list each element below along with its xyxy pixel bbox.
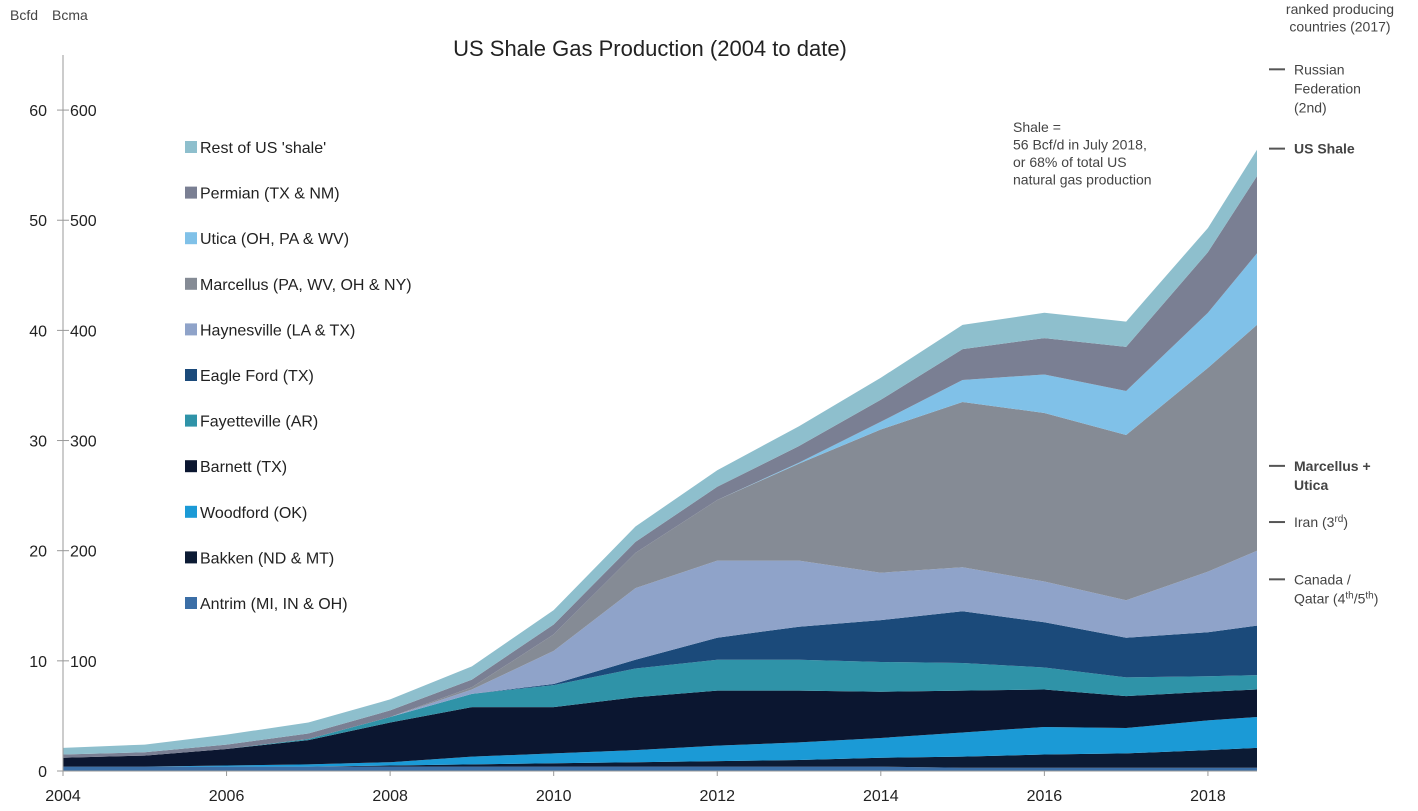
legend-label: Eagle Ford (TX) (200, 368, 314, 385)
marker-text: Federation (1294, 80, 1361, 96)
area (63, 324, 1257, 758)
marker-text: /5 (1354, 590, 1366, 606)
y-tick-label: 10 (29, 654, 47, 671)
y-tick-label: 50 (29, 213, 47, 230)
legend-label: Woodford (OK) (200, 505, 307, 522)
legend-label: Fayetteville (AR) (200, 414, 318, 431)
legend-label: Utica (OH, PA & WV) (200, 231, 349, 248)
marker-sup: th (1345, 590, 1353, 601)
marker-text: ) (1343, 514, 1348, 530)
marker-text: (2nd) (1294, 99, 1327, 115)
x-tick-label: 2010 (536, 788, 572, 805)
legend-label: Marcellus (PA, WV, OH & NY) (200, 277, 412, 294)
annotation: natural gas production (1013, 172, 1152, 188)
marker-text: Canada / (1294, 571, 1351, 587)
area (63, 747, 1257, 768)
area (63, 717, 1257, 767)
marker-text: ) (1374, 590, 1379, 606)
y-tick-label: 30 (29, 434, 47, 451)
y2-tick-label: 600 (70, 103, 97, 120)
y2-tick-label: 400 (70, 323, 97, 340)
legend-swatch (185, 460, 197, 473)
y2-tick-label: 100 (70, 654, 97, 671)
chart-title: US Shale Gas Production (2004 to date) (453, 36, 847, 61)
legend-label: Bakken (ND & MT) (200, 550, 334, 567)
legend-swatch (185, 414, 197, 427)
annotation: or 68% of total US (1013, 154, 1127, 170)
marker-label: Iran (3rd) (1294, 514, 1348, 531)
markers-title: ranked producing (1286, 1, 1394, 17)
x-tick-label: 2012 (699, 788, 735, 805)
legend-label: Antrim (MI, IN & OH) (200, 596, 348, 613)
annotation: 56 Bcf/d in July 2018, (1013, 137, 1147, 153)
annotation: Shale = (1013, 119, 1061, 135)
marker-text: Russian (1294, 61, 1345, 77)
legend-swatch (185, 232, 197, 245)
legend-label: Rest of US 'shale' (200, 140, 326, 157)
marker-sup: th (1365, 590, 1373, 601)
marker-text: Marcellus + (1294, 458, 1371, 474)
x-tick-label: 2016 (1027, 788, 1063, 805)
legend-label: Barnett (TX) (200, 459, 287, 476)
legend-swatch (185, 505, 197, 518)
legend-swatch (185, 597, 197, 609)
legend-swatch (185, 186, 197, 199)
y-tick-label: 40 (29, 323, 47, 340)
legend-label: Haynesville (LA & TX) (200, 322, 355, 339)
marker-label: (2nd) (1294, 99, 1327, 115)
y-tick-label: 20 (29, 544, 47, 561)
marker-label: Qatar (4th/5th) (1294, 590, 1378, 607)
area (63, 689, 1257, 767)
y2-tick-label: 300 (70, 434, 97, 451)
marker-label: Canada / (1294, 571, 1351, 587)
marker-text: Iran (3 (1294, 514, 1335, 530)
y-axis-label: Bcfd (10, 7, 38, 23)
marker-label: Marcellus + (1294, 458, 1371, 474)
area (63, 659, 1257, 758)
x-tick-label: 2008 (372, 788, 408, 805)
marker-text: Qatar (4 (1294, 590, 1346, 606)
marker-label: Russian (1294, 61, 1345, 77)
y2-tick-label: 200 (70, 544, 97, 561)
legend-swatch (185, 277, 197, 290)
marker-label: US Shale (1294, 141, 1355, 157)
marker-sup: rd (1334, 514, 1343, 525)
legend-swatch (185, 141, 197, 153)
area (63, 550, 1257, 758)
y2-tick-label: 500 (70, 213, 97, 230)
legend-swatch (185, 551, 197, 564)
marker-label: Federation (1294, 80, 1361, 96)
marker-label: Utica (1294, 477, 1328, 493)
marker-text: US Shale (1294, 141, 1355, 157)
area (63, 611, 1257, 758)
y-tick-label: 0 (38, 764, 47, 781)
area (63, 766, 1257, 771)
y-tick-label: 60 (29, 103, 47, 120)
x-tick-label: 2004 (45, 788, 81, 805)
markers-title: countries (2017) (1289, 19, 1390, 35)
x-tick-label: 2014 (863, 788, 899, 805)
x-tick-label: 2006 (209, 788, 245, 805)
legend-swatch (185, 369, 197, 381)
x-tick-label: 2018 (1190, 788, 1226, 805)
y2-axis-label: Bcma (52, 7, 88, 23)
marker-text: Utica (1294, 477, 1328, 493)
legend-swatch (185, 323, 197, 336)
legend-label: Permian (TX & NM) (200, 186, 340, 203)
